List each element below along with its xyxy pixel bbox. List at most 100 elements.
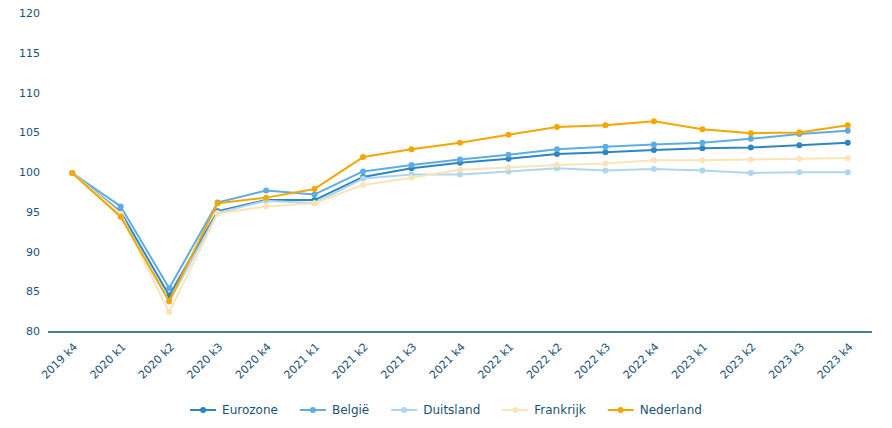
y-tick-label: 120 xyxy=(19,7,40,20)
marker xyxy=(699,126,705,132)
x-tick-label: 2023 k2 xyxy=(718,341,759,382)
x-tick-label: 2022 k3 xyxy=(572,341,613,382)
marker xyxy=(263,195,269,201)
marker xyxy=(845,128,851,134)
marker xyxy=(166,298,172,304)
marker xyxy=(457,140,463,146)
y-tick-label: 100 xyxy=(19,166,40,179)
marker xyxy=(602,122,608,128)
marker xyxy=(312,200,318,206)
marker xyxy=(796,129,802,135)
x-tick-label: 2022 k4 xyxy=(621,341,662,382)
series xyxy=(69,165,851,305)
marker xyxy=(651,141,657,147)
marker xyxy=(409,162,415,168)
x-tick-label: 2019 k4 xyxy=(39,341,80,382)
legend-item: Eurozone xyxy=(190,403,278,417)
x-axis: 2019 k42020 k12020 k22020 k32020 k42021 … xyxy=(39,341,855,382)
marker xyxy=(651,157,657,163)
x-tick-label: 2023 k3 xyxy=(766,341,807,382)
marker xyxy=(505,164,511,170)
legend-label: Frankrijk xyxy=(534,403,585,417)
legend-label: Duitsland xyxy=(423,403,480,417)
legend-label: Eurozone xyxy=(222,403,278,417)
legend-marker xyxy=(618,407,624,413)
axis-line xyxy=(48,331,872,333)
marker xyxy=(409,146,415,152)
x-tick-label: 2020 k2 xyxy=(136,341,177,382)
series-line xyxy=(72,121,848,301)
y-tick-label: 110 xyxy=(19,87,40,100)
x-tick-label: 2022 k2 xyxy=(524,341,565,382)
x-tick-label: 2023 k1 xyxy=(669,341,710,382)
marker xyxy=(69,170,75,176)
series xyxy=(69,118,851,304)
chart: 808590951001051101151202019 k42020 k1202… xyxy=(0,0,892,428)
marker xyxy=(166,285,172,291)
marker xyxy=(699,168,705,174)
marker xyxy=(215,200,221,206)
marker xyxy=(796,156,802,162)
y-tick-label: 95 xyxy=(26,206,40,219)
marker xyxy=(845,140,851,146)
legend-marker xyxy=(200,407,206,413)
legend-item: Duitsland xyxy=(391,403,480,417)
legend-item: België xyxy=(300,403,369,417)
marker xyxy=(166,299,172,305)
marker xyxy=(845,122,851,128)
x-tick-label: 2022 k1 xyxy=(475,341,516,382)
series xyxy=(69,155,851,315)
marker xyxy=(505,132,511,138)
y-tick-label: 90 xyxy=(26,246,40,259)
x-tick-label: 2023 k4 xyxy=(815,341,856,382)
marker xyxy=(263,203,269,209)
marker xyxy=(69,170,75,176)
marker xyxy=(312,186,318,192)
marker xyxy=(215,199,221,205)
marker xyxy=(699,157,705,163)
marker xyxy=(360,182,366,188)
marker xyxy=(118,214,124,220)
marker xyxy=(796,169,802,175)
x-tick-label: 2020 k1 xyxy=(88,341,129,382)
legend-item: Frankrijk xyxy=(502,403,585,417)
marker xyxy=(312,191,318,197)
marker xyxy=(457,156,463,162)
y-tick-label: 80 xyxy=(26,325,40,338)
marker xyxy=(166,309,172,315)
marker xyxy=(602,168,608,174)
series-line xyxy=(72,168,848,302)
marker xyxy=(360,154,366,160)
marker xyxy=(118,214,124,220)
marker xyxy=(845,155,851,161)
marker xyxy=(699,145,705,151)
y-tick-label: 115 xyxy=(19,47,40,60)
marker xyxy=(215,211,221,217)
legend-item: Nederland xyxy=(608,403,702,417)
marker xyxy=(602,144,608,150)
marker xyxy=(699,140,705,146)
marker xyxy=(554,162,560,168)
legend-marker xyxy=(401,407,407,413)
x-tick-label: 2021 k4 xyxy=(427,341,468,382)
marker xyxy=(748,170,754,176)
y-tick-label: 85 xyxy=(26,285,40,298)
marker xyxy=(215,210,221,216)
x-tick-label: 2021 k1 xyxy=(281,341,322,382)
marker xyxy=(554,124,560,130)
marker xyxy=(312,200,318,206)
marker xyxy=(263,187,269,193)
marker xyxy=(409,175,415,181)
x-tick-label: 2020 k4 xyxy=(233,341,274,382)
marker xyxy=(651,166,657,172)
marker xyxy=(748,130,754,136)
marker xyxy=(457,167,463,173)
legend-label: België xyxy=(332,403,369,417)
marker xyxy=(845,169,851,175)
series xyxy=(69,140,851,299)
marker xyxy=(69,170,75,176)
marker xyxy=(796,142,802,148)
series-line xyxy=(72,158,848,312)
marker xyxy=(748,136,754,142)
marker xyxy=(602,149,608,155)
